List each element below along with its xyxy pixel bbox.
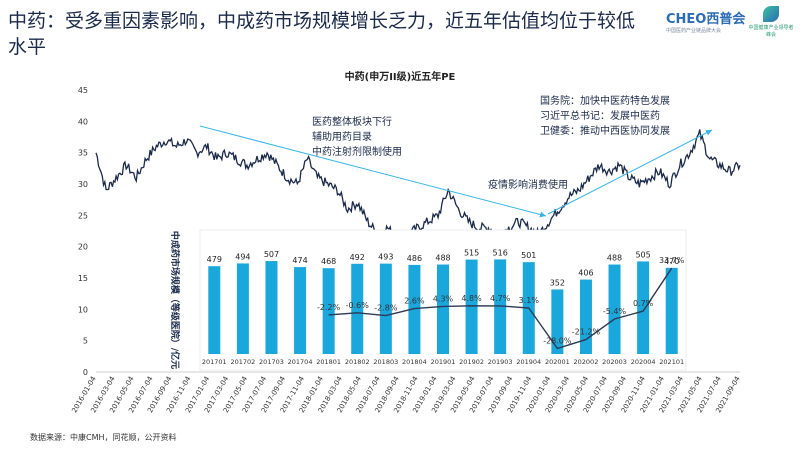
market-size-bar: [437, 264, 449, 354]
growth-rate-label: -21.2%: [572, 328, 601, 337]
bar-value-label: 352: [550, 278, 565, 287]
bar-value-label: 515: [464, 249, 479, 258]
bar-value-label: 474: [292, 256, 307, 265]
growth-rate-label: -2.2%: [317, 303, 341, 312]
chart-title: 中药(申万II级)近五年PE: [344, 72, 456, 83]
y-tick-label: 45: [78, 86, 88, 95]
bar-value-label: 494: [235, 252, 250, 261]
y-tick-label: 40: [78, 117, 88, 126]
policy-annotation-right: 习近平总书记：发展中医药: [540, 109, 660, 122]
y-tick-label: 10: [78, 305, 88, 314]
market-size-bar: [379, 263, 392, 354]
growth-rate-label: 3.1%: [519, 296, 540, 305]
downtrend-arrow: [199, 125, 547, 218]
y-tick-label: 30: [78, 180, 88, 189]
market-size-bar: [351, 263, 364, 354]
policy-annotation-right: 卫健委：推动中西医协同发展: [540, 124, 670, 137]
bar-category-label: 201901: [431, 358, 456, 366]
bar-category-label: 202004: [631, 358, 656, 366]
growth-rate-label: 4.3%: [433, 294, 454, 303]
market-size-bar: [665, 267, 678, 354]
growth-rate-label: 0.7%: [633, 299, 654, 308]
bar-value-label: 493: [378, 253, 393, 262]
policy-annotation-left: 中药注射剂限制使用: [312, 145, 402, 158]
growth-rate-label: -0.6%: [346, 301, 370, 310]
epidemic-annotation: 疫情影响消费使用: [488, 178, 568, 191]
bar-value-label: 516: [493, 248, 508, 257]
bar-category-label: 201701: [202, 358, 227, 366]
partner-logo: 中国健康产业领导者峰会: [748, 6, 794, 38]
logo-sub: 中国医药产业链品牌大会: [666, 28, 722, 34]
market-size-bar: [236, 263, 249, 354]
bar-category-label: 201703: [259, 358, 284, 366]
bar-value-label: 479: [207, 255, 222, 264]
y-tick-label: 20: [78, 243, 88, 252]
bar-category-label: 201903: [488, 358, 513, 366]
growth-rate-label: 4.8%: [461, 294, 482, 303]
growth-rate-label: -5.4%: [603, 307, 627, 316]
growth-rate-label: -2.8%: [374, 304, 398, 313]
bar-y-label: 中成药市场规模（等级医院）/亿元: [169, 231, 181, 369]
market-size-bar: [579, 279, 592, 354]
growth-rate-line: [328, 267, 673, 350]
bar-value-label: 505: [635, 250, 650, 259]
y-tick-label: 35: [78, 149, 88, 158]
market-size-bar: [608, 264, 621, 354]
bar-category-label: 202003: [602, 358, 627, 366]
bar-value-label: 507: [264, 250, 279, 259]
bar-category-label: 201902: [459, 358, 484, 366]
cheo-logo: CHEO西普会 中国医药产业链品牌大会: [666, 8, 745, 34]
growth-rate-label: 2.6%: [404, 297, 425, 306]
growth-rate-label: -28.0%: [543, 336, 572, 345]
bar-value-label: 468: [321, 257, 336, 266]
market-size-bar: [322, 268, 335, 354]
bar-value-label: 486: [407, 254, 422, 263]
bar-category-label: 201702: [230, 358, 255, 366]
bar-value-label: 501: [521, 251, 536, 260]
pe-line: [95, 129, 741, 246]
bar-category-label: 201802: [345, 358, 370, 366]
leaf-icon: [763, 6, 779, 22]
market-size-bar: [265, 261, 278, 354]
bar-category-label: 202002: [574, 358, 599, 366]
market-size-bar: [494, 259, 507, 354]
logo-brand: CHEO西普会: [666, 12, 746, 27]
bar-value-label: 488: [435, 254, 450, 263]
market-size-bar: [551, 289, 564, 354]
y-tick-label: 15: [78, 274, 88, 283]
bar-category-label: 201704: [288, 358, 313, 366]
bar-value-label: 488: [607, 254, 622, 263]
market-size-bar: [294, 267, 307, 354]
policy-annotation-left: 辅助用药目录: [312, 130, 372, 143]
bar-value-label: 470: [664, 257, 679, 266]
page-title: 中药：受多重因素影响，中成药市场规模增长乏力，近五年估值均位于较低水平: [8, 10, 636, 58]
bar-category-label: 201801: [316, 358, 341, 366]
bar-category-label: 202101: [659, 358, 684, 366]
bar-value-label: 406: [578, 269, 593, 278]
bar-category-label: 202001: [545, 358, 570, 366]
policy-annotation-left: 医药整体板块下行: [312, 115, 392, 128]
source-note: 数据来源：中康CMH，同花顺，公开资料: [30, 433, 177, 442]
bar-category-label: 201904: [516, 358, 541, 366]
y-tick-label: 0: [83, 368, 88, 377]
policy-annotation-right: 国务院：加快中医药特色发展: [540, 94, 670, 107]
growth-rate-label: 4.7%: [490, 294, 511, 303]
y-tick-label: 25: [78, 211, 88, 220]
market-size-bar: [465, 259, 478, 354]
partner-logo-text: 中国健康产业领导者峰会: [748, 25, 794, 38]
market-size-bar: [637, 261, 650, 354]
bar-category-label: 201804: [402, 358, 427, 366]
bar-category-label: 201803: [373, 358, 398, 366]
y-tick-label: 5: [83, 337, 88, 346]
market-size-bar: [408, 264, 421, 354]
bar-value-label: 492: [350, 253, 365, 262]
uptrend-arrow: [547, 129, 713, 215]
growth-rate-label: 33.7%: [659, 256, 685, 265]
market-size-bar: [208, 266, 221, 354]
